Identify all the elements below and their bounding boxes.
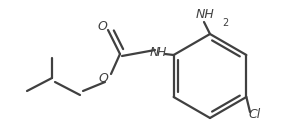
Text: N: N xyxy=(150,45,160,58)
Text: O: O xyxy=(97,19,107,32)
Text: H: H xyxy=(157,45,166,58)
Text: 2: 2 xyxy=(222,18,228,28)
Text: NH: NH xyxy=(196,8,215,21)
Text: O: O xyxy=(98,72,108,85)
Text: Cl: Cl xyxy=(248,109,260,122)
